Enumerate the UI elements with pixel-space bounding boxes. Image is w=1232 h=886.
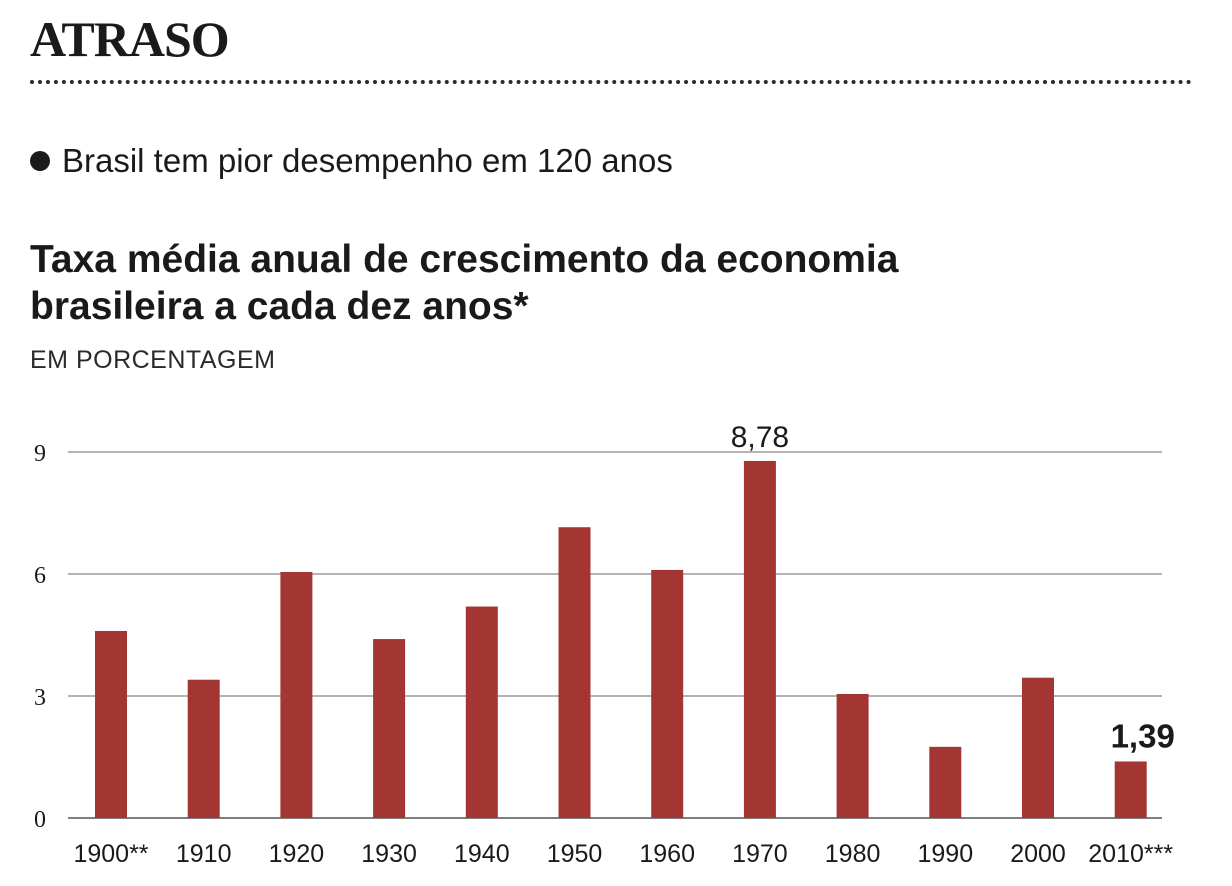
y-tick-label: 9 bbox=[34, 441, 46, 467]
bar-1980 bbox=[836, 693, 869, 818]
bar-1920 bbox=[280, 571, 313, 818]
x-tick-label: 1990 bbox=[917, 840, 973, 868]
data-label-2010: 1,39 bbox=[1111, 717, 1175, 754]
chart-title-line-1: Taxa média anual de crescimento da econo… bbox=[30, 238, 899, 281]
y-tick-label: 0 bbox=[34, 807, 46, 833]
headline: Brasil tem pior desempenho em 120 anos bbox=[30, 142, 673, 180]
x-tick-label: 1980 bbox=[825, 840, 881, 868]
bar-1900 bbox=[95, 630, 127, 818]
bar-1960 bbox=[651, 569, 684, 818]
x-tick-label: 1910 bbox=[176, 840, 232, 868]
x-tick-label: 1930 bbox=[361, 840, 417, 868]
bar-2010 bbox=[1114, 761, 1147, 818]
bar-1940 bbox=[465, 606, 498, 818]
headline-text: Brasil tem pior desempenho em 120 anos bbox=[62, 142, 673, 179]
kicker-title: ATRASO bbox=[30, 11, 230, 67]
y-tick-label: 3 bbox=[34, 685, 46, 711]
x-axis-ticks: 1900** 1910 1920 1930 1940 1950 1960 1970 1980 19… bbox=[73, 840, 1173, 868]
bullet-icon bbox=[30, 151, 50, 171]
x-tick-label: 2000 bbox=[1010, 840, 1066, 868]
x-tick-label: 1950 bbox=[547, 840, 603, 868]
x-tick-label: 1940 bbox=[454, 840, 510, 868]
chart-unit-label: EM PORCENTAGEM bbox=[30, 346, 276, 374]
x-tick-label: 1900** bbox=[73, 840, 148, 868]
bar-1990 bbox=[929, 746, 962, 818]
data-label-1970: 8,78 bbox=[731, 421, 789, 454]
bar-1910 bbox=[187, 679, 220, 818]
x-tick-label: 2010*** bbox=[1088, 840, 1173, 868]
bar-2000 bbox=[1022, 677, 1054, 818]
bars bbox=[95, 460, 1147, 818]
bar-1950 bbox=[558, 527, 591, 818]
x-tick-label: 1970 bbox=[732, 840, 788, 868]
gridlines bbox=[68, 451, 1162, 819]
annotations: 8,78 1,39 bbox=[731, 421, 1175, 755]
x-tick-label: 1920 bbox=[269, 840, 325, 868]
y-tick-label: 6 bbox=[34, 563, 46, 589]
bar-1930 bbox=[373, 639, 406, 818]
x-tick-label: 1960 bbox=[639, 840, 695, 868]
dotted-divider bbox=[30, 80, 1192, 84]
y-axis-ticks: 0 3 6 9 bbox=[34, 441, 46, 833]
bar-1970 bbox=[743, 460, 776, 818]
chart-title-line-2: brasileira a cada dez anos* bbox=[30, 285, 529, 328]
chart-title: Taxa média anual de crescimento da econo… bbox=[30, 236, 1030, 330]
